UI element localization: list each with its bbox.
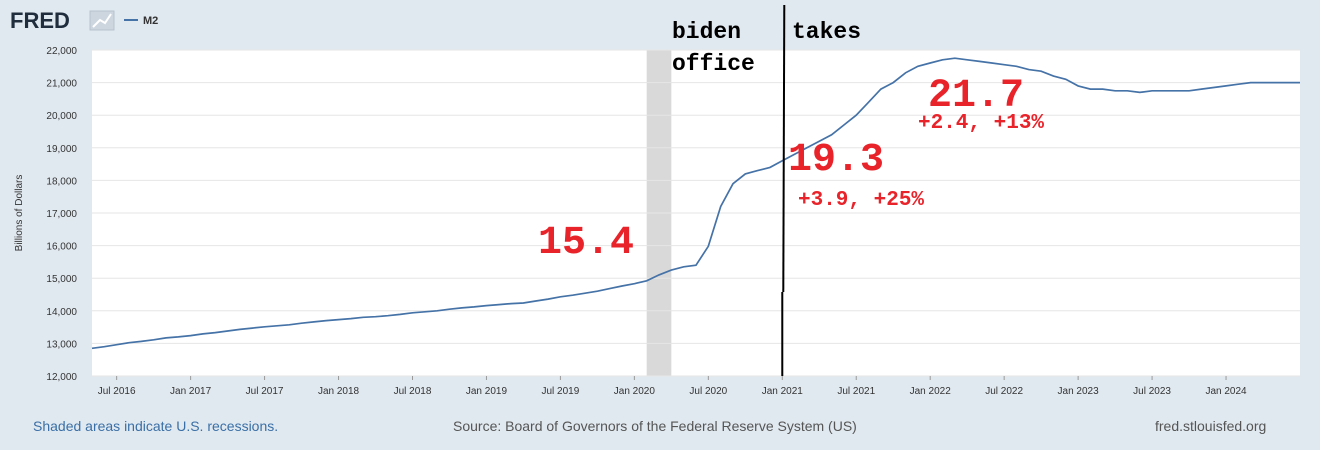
y-tick-label: 12,000 xyxy=(46,372,77,383)
label-value-peak: 21.7 xyxy=(928,74,1024,119)
x-tick-label: Jul 2017 xyxy=(246,386,284,397)
y-tick-label: 18,000 xyxy=(46,176,77,187)
y-tick-label: 21,000 xyxy=(46,79,77,90)
label-value-start: 15.4 xyxy=(538,221,634,266)
y-tick-label: 20,000 xyxy=(46,111,77,122)
source-text: Source: Board of Governors of the Federa… xyxy=(453,418,857,434)
x-tick-label: Jul 2019 xyxy=(542,386,580,397)
x-tick-label: Jul 2022 xyxy=(985,386,1023,397)
label-value-mid: 19.3 xyxy=(788,138,884,183)
x-tick-label: Jul 2023 xyxy=(1133,386,1171,397)
x-tick-label: Jan 2021 xyxy=(762,386,804,397)
x-tick-label: Jan 2022 xyxy=(910,386,952,397)
y-tick-label: 14,000 xyxy=(46,307,77,318)
y-tick-label: 16,000 xyxy=(46,242,77,253)
chart-line-icon xyxy=(89,10,115,31)
y-tick-label: 19,000 xyxy=(46,144,77,155)
y-axis-label: Billions of Dollars xyxy=(14,175,25,252)
gridlines xyxy=(92,49,1300,377)
x-tick-label: Jan 2024 xyxy=(1205,386,1247,397)
x-tick-label: Jul 2020 xyxy=(689,386,727,397)
y-tick-label: 22,000 xyxy=(46,46,77,57)
x-tick-label: Jan 2018 xyxy=(318,386,360,397)
legend-label[interactable]: M2 xyxy=(143,15,158,27)
y-axis: 12,000 13,000 14,000 15,000 16,000 17,000 18,0… xyxy=(46,46,77,383)
biden-marker-line xyxy=(782,4,786,293)
label-change-mid: +3.9, +25% xyxy=(798,189,924,212)
x-tick-label: Jul 2018 xyxy=(394,386,432,397)
annotation-takes: takes xyxy=(792,19,861,45)
x-tick-label: Jan 2017 xyxy=(170,386,212,397)
x-tick-label: Jul 2016 xyxy=(98,386,136,397)
y-tick-label: 15,000 xyxy=(46,274,77,285)
y-tick-label: 13,000 xyxy=(46,339,77,350)
x-tick-label: Jan 2019 xyxy=(466,386,508,397)
x-tick-label: Jan 2020 xyxy=(614,386,656,397)
x-tick-label: Jul 2021 xyxy=(837,386,875,397)
x-axis: Jul 2016 Jan 2017 Jul 2017 Jan 2018 Jul 2018… xyxy=(98,376,1247,397)
label-change-peak: +2.4, +13% xyxy=(918,112,1044,135)
site-url[interactable]: fred.stlouisfed.org xyxy=(1155,418,1267,434)
annotation-office: office xyxy=(672,51,755,77)
recession-note-link[interactable]: Shaded areas indicate U.S. recessions. xyxy=(33,418,279,434)
series-line-m2 xyxy=(91,57,1300,350)
x-tick-label: Jan 2023 xyxy=(1058,386,1100,397)
annotation-biden: biden xyxy=(672,19,741,45)
fred-logo[interactable]: FRED xyxy=(10,8,70,33)
y-tick-label: 17,000 xyxy=(46,209,77,220)
